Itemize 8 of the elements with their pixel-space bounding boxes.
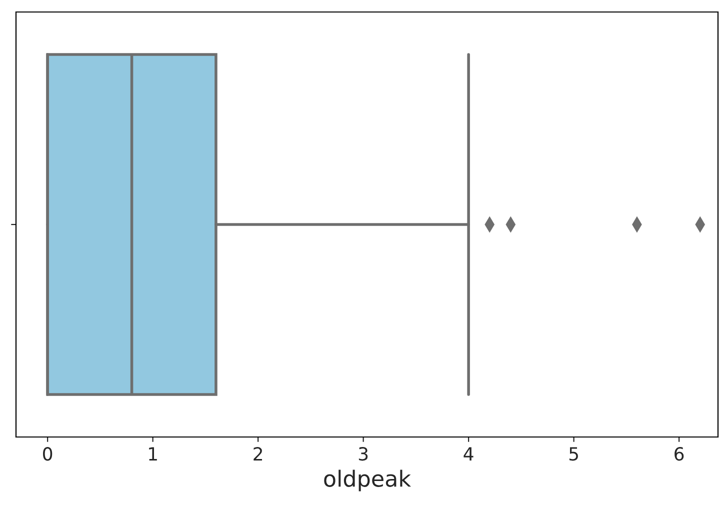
x-tick-label: 2 xyxy=(254,447,262,460)
x-tick-label: 6 xyxy=(674,447,684,461)
x-tick-label: 0 xyxy=(43,447,52,461)
x-axis-title: oldpeak xyxy=(324,470,412,492)
x-tick-label: 5 xyxy=(569,447,578,461)
x-tick-label: 4 xyxy=(464,447,474,460)
x-tick-label: 1 xyxy=(149,447,157,460)
x-tick-label: 3 xyxy=(358,447,368,461)
